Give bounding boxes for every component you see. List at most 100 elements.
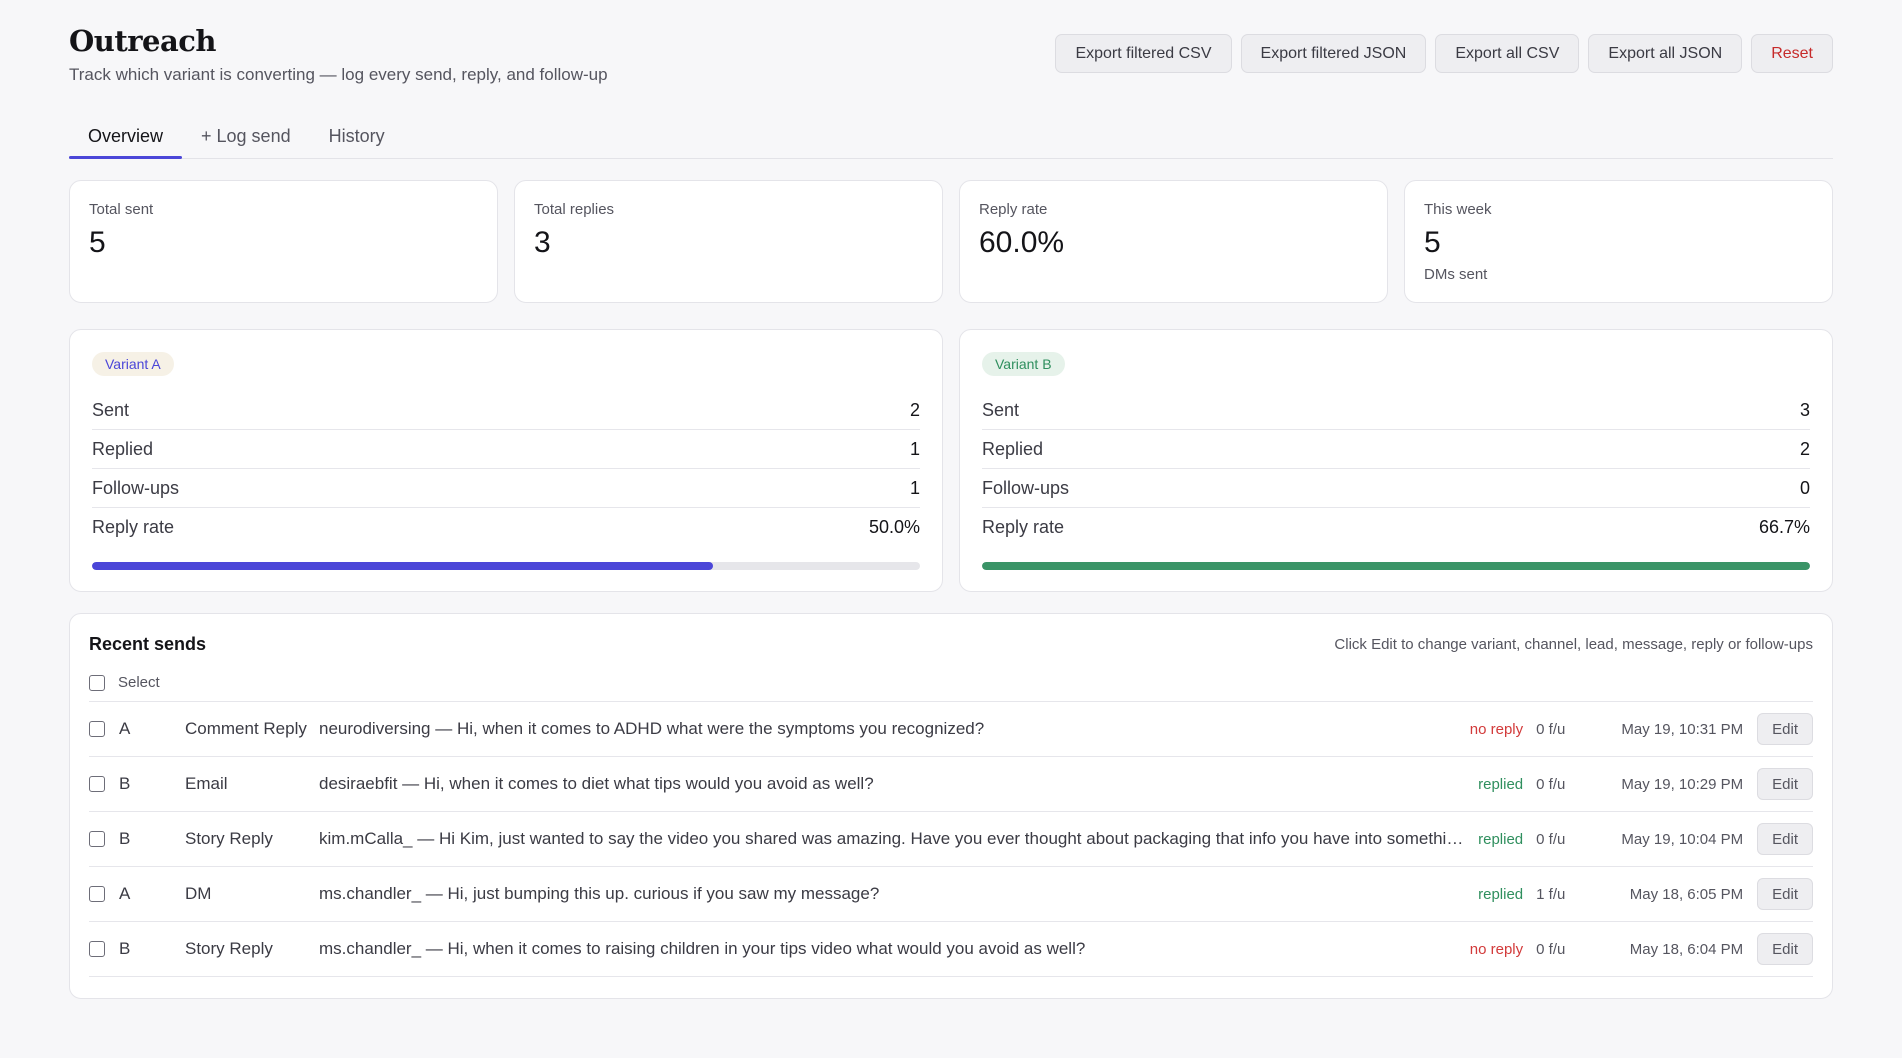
send-row: B Story Reply ms.chandler_ — Hi, when it c…: [89, 922, 1813, 977]
tab-log-send[interactable]: + Log send: [201, 126, 291, 146]
send-channel: Story Reply: [185, 829, 273, 848]
variant-stat-row: Follow-ups 0: [982, 469, 1810, 508]
stat-card-total-sent: Total sent 5: [69, 180, 498, 303]
reply-status: no reply: [1469, 940, 1524, 958]
recent-sends-header: Recent sends Click Edit to change varian…: [89, 634, 1813, 655]
stat-value: 60.0%: [979, 226, 1065, 259]
row-select-checkbox[interactable]: [89, 831, 105, 847]
stat-label: Total sent: [89, 201, 154, 218]
send-row: B Story Reply kim.mCalla_ — Hi Kim, just w…: [89, 812, 1813, 867]
variant-stat-value: 50.0%: [868, 517, 920, 537]
send-channel: Comment Reply: [185, 719, 307, 738]
variant-cards: Variant A Sent 2 Replied 1 Follow-ups 1 …: [69, 329, 1833, 592]
row-select-checkbox[interactable]: [89, 721, 105, 737]
edit-button[interactable]: Edit: [1757, 713, 1813, 745]
page-subtitle: Track which variant is converting — log …: [69, 65, 608, 84]
edit-button[interactable]: Edit: [1757, 768, 1813, 800]
variant-stat-value: 0: [1799, 477, 1810, 498]
reply-rate-progress-bar: [982, 562, 1810, 570]
page-title: Outreach: [69, 24, 217, 58]
send-row: A DM ms.chandler_ — Hi, just bumping this …: [89, 867, 1813, 922]
edit-button[interactable]: Edit: [1757, 823, 1813, 855]
variant-stat-label: Reply rate: [982, 517, 1065, 537]
variant-stat-label: Replied: [982, 438, 1044, 459]
export-filtered-csv-button[interactable]: Export filtered CSV: [1055, 34, 1232, 73]
stat-card-reply-rate: Reply rate 60.0%: [959, 180, 1388, 303]
row-select-checkbox[interactable]: [89, 886, 105, 902]
reply-rate-progress-bar: [92, 562, 920, 570]
variant-stat-label: Reply rate: [92, 517, 175, 537]
export-filtered-json-button[interactable]: Export filtered JSON: [1240, 34, 1427, 73]
page-header: Outreach Track which variant is converti…: [69, 0, 1833, 106]
reply-status: replied: [1478, 830, 1524, 848]
send-channel: DM: [185, 884, 212, 903]
send-variant: B: [119, 829, 131, 848]
reply-status: no reply: [1469, 720, 1524, 738]
edit-button[interactable]: Edit: [1757, 878, 1813, 910]
send-message: neurodiversing — Hi, when it comes to AD…: [319, 719, 985, 738]
variant-stat-row: Replied 1: [92, 430, 920, 469]
followup-count: 0 f/u: [1536, 940, 1566, 958]
select-all-checkbox[interactable]: [89, 674, 105, 691]
select-all-row: Select: [89, 664, 1813, 702]
edit-button[interactable]: Edit: [1757, 933, 1813, 965]
stat-value: 5: [89, 226, 106, 259]
variant-stats: Sent 2 Replied 1 Follow-ups 1 Reply rate…: [92, 391, 920, 547]
stat-label: This week: [1424, 201, 1492, 218]
send-variant: B: [119, 939, 131, 958]
followup-count: 0 f/u: [1536, 720, 1566, 738]
tab-overview[interactable]: Overview: [69, 126, 183, 159]
row-select-checkbox[interactable]: [89, 941, 105, 957]
variant-stat-value: 66.7%: [1758, 517, 1810, 537]
sends-list: A Comment Reply neurodiversing — Hi, when …: [89, 702, 1813, 977]
stat-label: Total replies: [534, 201, 615, 218]
variant-stat-row: Replied 2: [982, 430, 1810, 469]
variant-stat-value: 1: [909, 477, 920, 498]
send-channel: Story Reply: [185, 939, 273, 958]
variant-stat-label: Follow-ups: [92, 477, 180, 498]
variant-stat-row: Reply rate 66.7%: [982, 508, 1810, 547]
send-variant: A: [119, 719, 131, 738]
variant-stat-label: Follow-ups: [982, 477, 1070, 498]
stat-card-total-replies: Total replies 3: [514, 180, 943, 303]
export-actions: Export filtered CSV Export filtered JSON…: [1055, 34, 1833, 73]
send-message: kim.mCalla_ — Hi Kim, just wanted to say…: [319, 829, 1479, 848]
stat-value: 3: [534, 226, 551, 259]
stat-label: Reply rate: [979, 201, 1048, 218]
variant-stat-value: 2: [909, 399, 920, 420]
stat-card-this-week: This week 5 DMs sent: [1404, 180, 1833, 303]
progress-fill: [982, 562, 1810, 570]
send-date: May 19, 10:31 PM: [1621, 720, 1744, 738]
tab-bar: Overview + Log send History: [69, 106, 1833, 159]
export-all-json-button[interactable]: Export all JSON: [1588, 34, 1743, 73]
send-channel: Email: [185, 774, 228, 793]
variant-stat-row: Sent 2: [92, 391, 920, 430]
stat-cards: Total sent 5 Total replies 3 Reply rate …: [69, 180, 1833, 303]
export-all-csv-button[interactable]: Export all CSV: [1435, 34, 1580, 73]
variant-stat-value: 2: [1799, 438, 1810, 459]
variant-stat-label: Replied: [92, 438, 154, 459]
variant-stat-label: Sent: [92, 399, 130, 420]
stat-value: 5: [1424, 226, 1441, 259]
recent-sends-title: Recent sends: [89, 634, 207, 654]
followup-count: 0 f/u: [1536, 830, 1566, 848]
send-date: May 18, 6:04 PM: [1629, 940, 1744, 958]
recent-sends-hint: Click Edit to change variant, channel, l…: [1334, 636, 1813, 653]
tab-history[interactable]: History: [328, 126, 385, 146]
select-all-label: Select: [118, 674, 160, 691]
reset-button[interactable]: Reset: [1751, 34, 1833, 73]
variant-stat-row: Reply rate 50.0%: [92, 508, 920, 547]
followup-count: 0 f/u: [1536, 775, 1566, 793]
variant-card-b: Variant B Sent 3 Replied 2 Follow-ups 0 …: [959, 329, 1833, 592]
variant-stat-value: 3: [1799, 399, 1810, 420]
recent-sends-panel: Recent sends Click Edit to change varian…: [69, 613, 1833, 999]
variant-stat-label: Sent: [982, 399, 1020, 420]
send-message: ms.chandler_ — Hi, when it comes to rais…: [319, 939, 1086, 958]
send-variant: B: [119, 774, 131, 793]
variant-stat-row: Follow-ups 1: [92, 469, 920, 508]
variant-stat-value: 1: [909, 438, 920, 459]
send-message: ms.chandler_ — Hi, just bumping this up.…: [319, 884, 880, 903]
row-select-checkbox[interactable]: [89, 776, 105, 792]
variant-badge: Variant A: [92, 352, 174, 376]
